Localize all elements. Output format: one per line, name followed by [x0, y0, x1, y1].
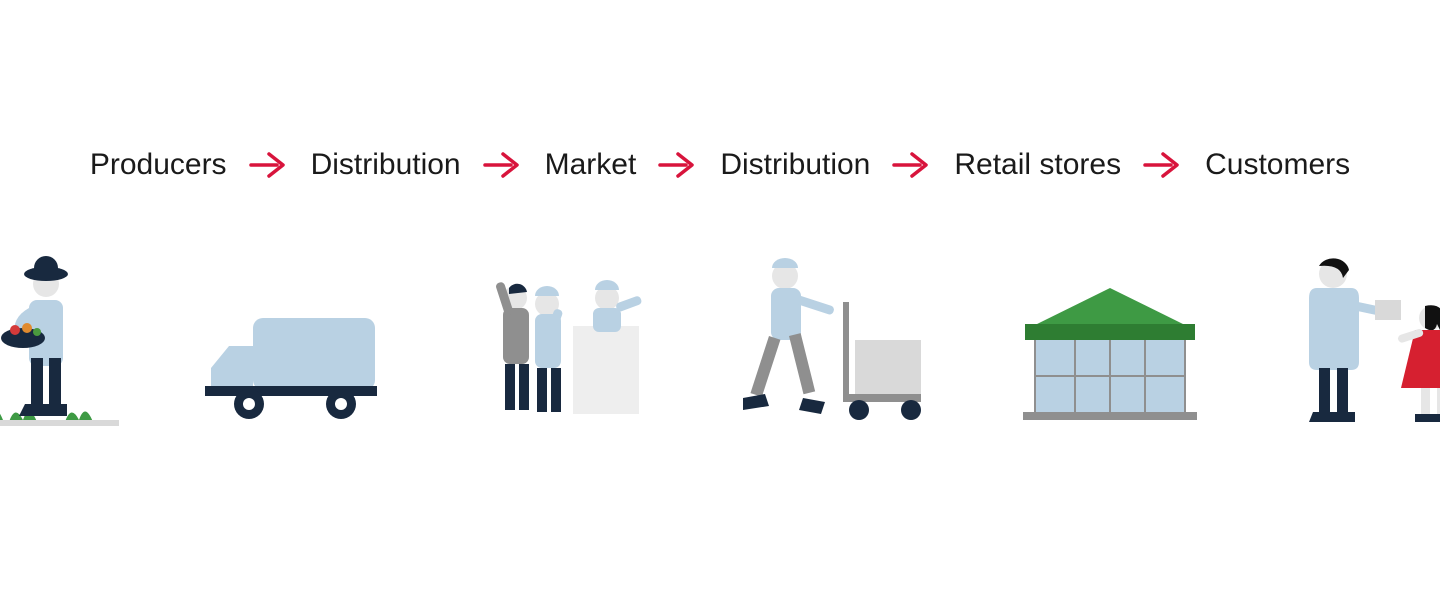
step-label-distribution-1: Distribution [311, 148, 461, 182]
farmer-icon [0, 230, 125, 430]
truck-icon [195, 230, 385, 430]
step-label-producers: Producers [90, 148, 227, 182]
store-icon [1015, 230, 1205, 430]
arrow-icon [658, 150, 698, 180]
supply-chain-diagram: Producers Distribution Market Distributi… [0, 0, 1440, 600]
step-label-retail: Retail stores [954, 148, 1121, 182]
arrow-icon [483, 150, 523, 180]
icons-row [0, 230, 1440, 430]
customers-icon [1275, 230, 1440, 430]
step-label-distribution-2: Distribution [720, 148, 870, 182]
trolley-icon [725, 230, 945, 430]
step-label-market: Market [545, 148, 637, 182]
labels-row: Producers Distribution Market Distributi… [0, 148, 1440, 182]
arrow-icon [1143, 150, 1183, 180]
market-icon [455, 230, 655, 430]
arrow-icon [249, 150, 289, 180]
arrow-icon [892, 150, 932, 180]
step-label-customers: Customers [1205, 148, 1350, 182]
